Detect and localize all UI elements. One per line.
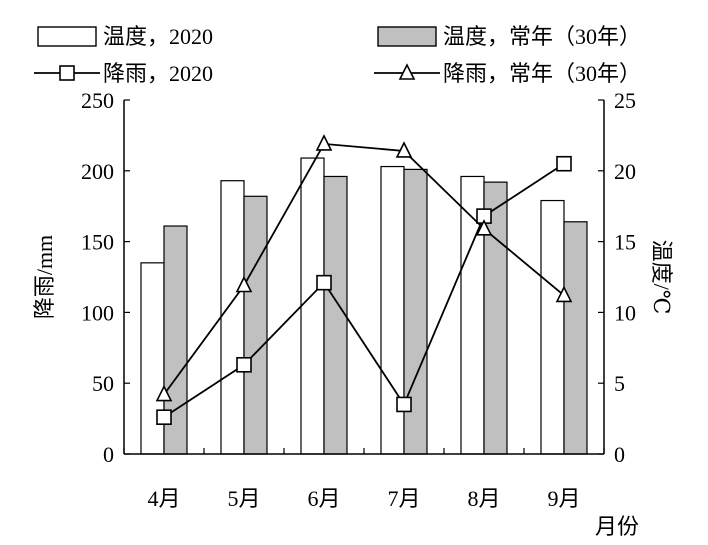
x-tick-label: 7月	[387, 486, 420, 511]
legend: 温度，2020 温度，常年（30年） 降雨，2020 降雨，常年（30年）	[34, 24, 641, 86]
left-y-tick-label: 200	[81, 159, 114, 184]
right-y-tick-label: 5	[614, 371, 625, 396]
x-tick-label: 5月	[227, 486, 260, 511]
point-rain-2020-2	[236, 356, 252, 373]
point-rain-2020-1	[156, 409, 172, 425]
left-y-tick-label: 0	[103, 442, 114, 467]
right-y-tick-label: 0	[614, 442, 625, 467]
bar-temp-2020-1	[140, 262, 165, 455]
bar-temp-normal-6	[563, 221, 588, 455]
right-axis-title: 温度/℃	[649, 240, 674, 315]
point-rain-2020-6	[556, 155, 572, 172]
left-axis-title: 降雨/mm	[32, 235, 57, 319]
legend-label-rain-normal: 降雨，常年（30年）	[443, 61, 641, 86]
point-rain-normal-5	[475, 219, 493, 236]
right-y-tick-label: 20	[614, 159, 636, 184]
x-tick-label: 9月	[547, 486, 580, 511]
legend-swatch-temp-normal	[377, 26, 437, 47]
legend-marker-rain-2020	[59, 65, 75, 81]
left-y-tick-label: 100	[81, 300, 114, 325]
bar-temp-normal-3	[323, 175, 348, 455]
x-tick-label: 4月	[147, 486, 180, 511]
point-rain-normal-2	[235, 275, 253, 293]
x-axis-title: 月份	[595, 514, 639, 539]
right-y-tick-label: 15	[614, 230, 636, 255]
bars-group	[140, 157, 588, 455]
point-rain-normal-1	[155, 384, 173, 402]
x-tick-label: 6月	[307, 486, 340, 511]
bar-temp-normal-2	[243, 195, 268, 455]
left-y-tick-label: 250	[81, 88, 114, 113]
point-rain-normal-6	[555, 285, 573, 303]
right-y-tick-label: 25	[614, 88, 636, 113]
point-rain-2020-4	[396, 396, 412, 413]
bar-temp-2020-6	[540, 199, 565, 455]
point-rain-2020-3	[316, 274, 332, 291]
left-y-tick-label: 150	[81, 230, 114, 255]
line-rain-normal	[163, 142, 565, 396]
lines-group	[155, 134, 573, 425]
right-y-tick-label: 10	[614, 300, 636, 325]
point-rain-normal-4	[395, 141, 413, 158]
x-tick-label: 8月	[467, 486, 500, 511]
axes-group	[123, 99, 605, 455]
legend-label-rain-2020: 降雨，2020	[103, 61, 213, 86]
line-rain-2020	[163, 162, 565, 418]
legend-marker-rain-normal	[398, 63, 416, 80]
bar-temp-2020-3	[300, 157, 325, 455]
bar-temp-2020-2	[220, 180, 245, 455]
legend-label-temp-2020: 温度，2020	[103, 24, 213, 49]
left-y-tick-label: 50	[92, 371, 114, 396]
legend-label-temp-normal: 温度，常年（30年）	[443, 24, 641, 49]
point-rain-normal-3	[315, 134, 333, 151]
legend-swatch-temp-2020	[37, 26, 97, 47]
